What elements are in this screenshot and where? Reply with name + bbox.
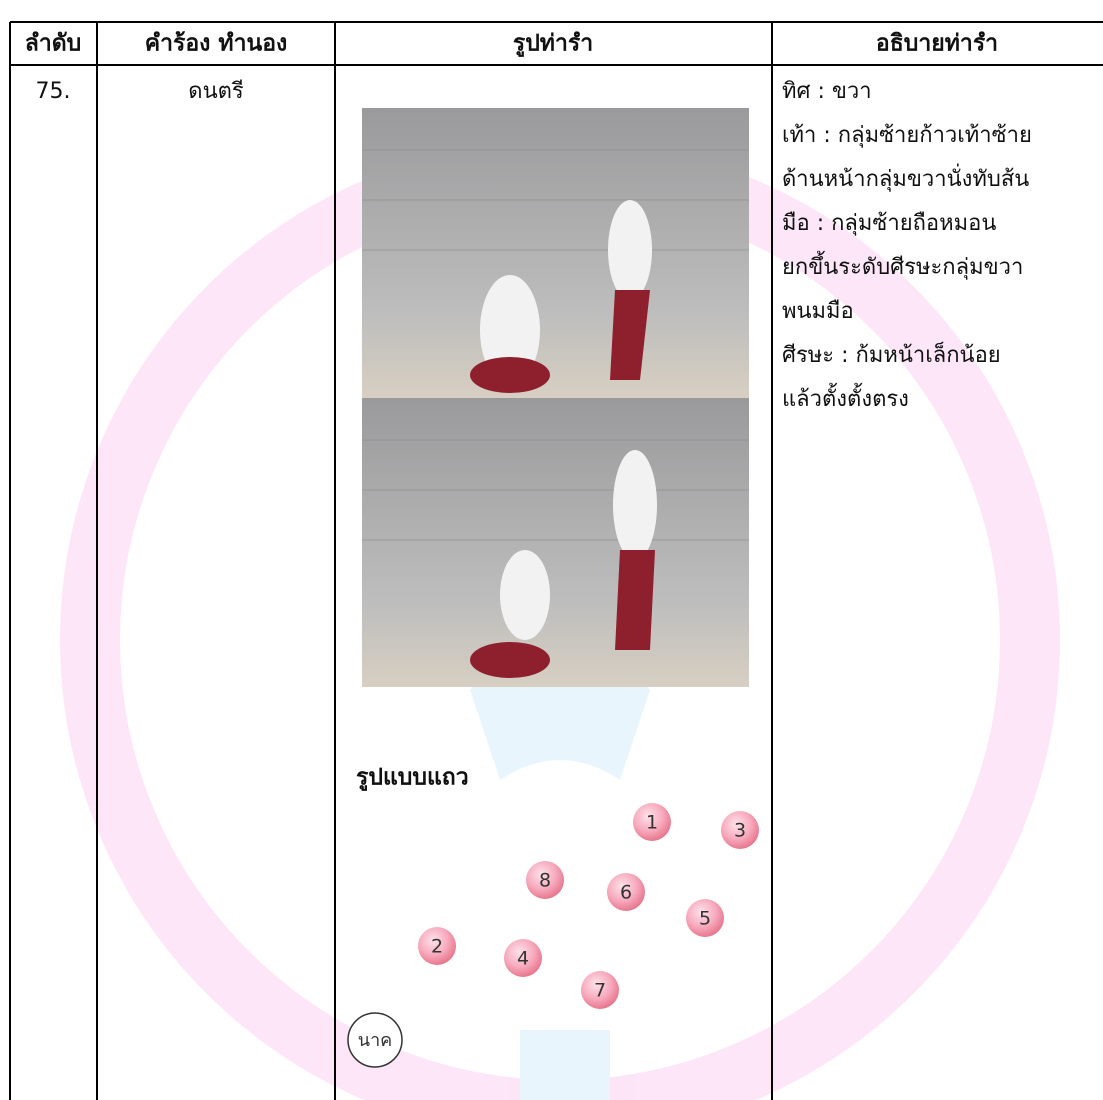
dancer-label: 5 (699, 908, 711, 930)
dancer-circle (721, 811, 759, 849)
dancer-label: 3 (734, 820, 746, 842)
dancer-circle (686, 899, 724, 937)
description-line: พนมมือ (782, 299, 854, 324)
leader-circle (347, 1012, 403, 1068)
dancer-circle (504, 939, 542, 977)
header-cell: คำร้อง ทำนอง (145, 31, 288, 57)
header-cell: ลำดับ (25, 31, 82, 57)
leader-label: นาค (358, 1030, 392, 1051)
dancer-label: 6 (620, 882, 632, 904)
dancer-label: 1 (646, 812, 658, 834)
dancer-label: 7 (594, 980, 606, 1002)
description-line: ศีรษะ : ก้มหน้าเล็กน้อย (782, 340, 1001, 368)
dancer-label: 4 (517, 948, 529, 970)
dancer-circle (607, 873, 645, 911)
header-cell: รูปท่ารำ (513, 31, 593, 58)
dancer-circle (633, 803, 671, 841)
formation-title: รูปแบบแถว (356, 765, 469, 792)
row-number: 75. (36, 79, 71, 104)
dancer-label: 2 (431, 936, 443, 958)
description-line: ยกขึ้นระดับศีรษะกลุ่มขวา (782, 251, 1023, 280)
description-line: ทิศ : ขวา (782, 79, 872, 104)
dancer-circle (581, 971, 619, 1009)
description-line: เท้า : กลุ่มซ้ายก้าวเท้าซ้าย (782, 123, 1032, 148)
dancer-circle (526, 861, 564, 899)
description-line: มือ : กลุ่มซ้ายถือหมอน (782, 211, 996, 236)
dancer-label: 8 (539, 870, 551, 892)
description-line: แล้วตั้งตั้งตรง (782, 383, 909, 412)
dance-photo (362, 108, 749, 687)
header-cell: อธิบายท่ารำ (876, 31, 998, 57)
lyric: ดนตรี (188, 79, 244, 104)
dancer-circle (418, 927, 456, 965)
description-line: ด้านหน้ากลุ่มขวานั่งทับส้น (782, 163, 1029, 192)
table-grid (9, 21, 1103, 1100)
